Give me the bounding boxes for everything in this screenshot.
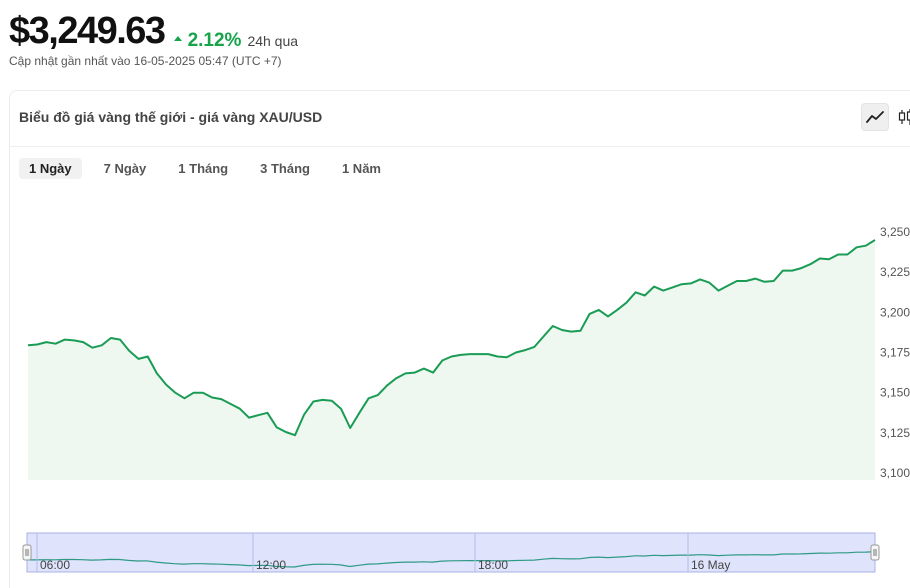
candlestick-icon xyxy=(898,109,910,125)
navigator-right-handle-icon[interactable] xyxy=(870,544,880,561)
price-line xyxy=(27,239,876,437)
tab-1-month[interactable]: 1 Tháng xyxy=(178,161,229,176)
navigator-time-label: 16 May xyxy=(691,558,730,572)
range-tabs: 1 Ngày 7 Ngày 1 Tháng 3 Tháng 1 Năm xyxy=(19,158,403,179)
y-tick-label: 3,200 xyxy=(880,305,910,319)
tab-7-days[interactable]: 7 Ngày xyxy=(103,161,147,176)
y-tick-label: 3,175 xyxy=(880,346,910,360)
change-percent: 2.12% xyxy=(187,29,242,51)
navigator-time-label: 18:00 xyxy=(478,558,508,572)
price-change: 2.12% 24h qua xyxy=(173,29,299,52)
line-chart-button[interactable] xyxy=(861,103,889,131)
candlestick-button[interactable] xyxy=(892,103,910,131)
card-divider xyxy=(10,146,910,147)
chart-title: Biểu đồ giá vàng thế giới - giá vàng XAU… xyxy=(19,109,323,125)
navigator-line xyxy=(27,551,876,568)
line-chart-icon xyxy=(866,111,884,123)
y-tick-label: 3,125 xyxy=(880,426,910,440)
navigator-left-handle-icon[interactable] xyxy=(22,544,32,561)
tab-1-year[interactable]: 1 Năm xyxy=(341,161,381,176)
price-header: $3,249.63 2.12% 24h qua xyxy=(9,8,298,54)
tab-1-day[interactable]: 1 Ngày xyxy=(19,158,82,179)
current-price: $3,249.63 xyxy=(9,10,166,52)
y-tick-label: 3,150 xyxy=(880,386,910,400)
up-triangle-icon xyxy=(173,36,182,41)
navigator-time-label: 12:00 xyxy=(256,558,286,572)
last-updated: Cập nhật gần nhất vào 16-05-2025 05:47 (… xyxy=(9,54,282,68)
y-tick-label: 3,225 xyxy=(880,265,910,279)
change-period: 24h qua xyxy=(247,32,299,49)
tab-3-months[interactable]: 3 Tháng xyxy=(260,161,310,176)
navigator-window[interactable] xyxy=(26,532,876,573)
price-area-fill xyxy=(28,240,875,480)
y-tick-label: 3,250 xyxy=(880,225,910,239)
navigator-time-label: 06:00 xyxy=(40,558,70,572)
chart-card: Biểu đồ giá vàng thế giới - giá vàng XAU… xyxy=(9,90,910,588)
y-tick-label: 3,100 xyxy=(880,466,910,480)
